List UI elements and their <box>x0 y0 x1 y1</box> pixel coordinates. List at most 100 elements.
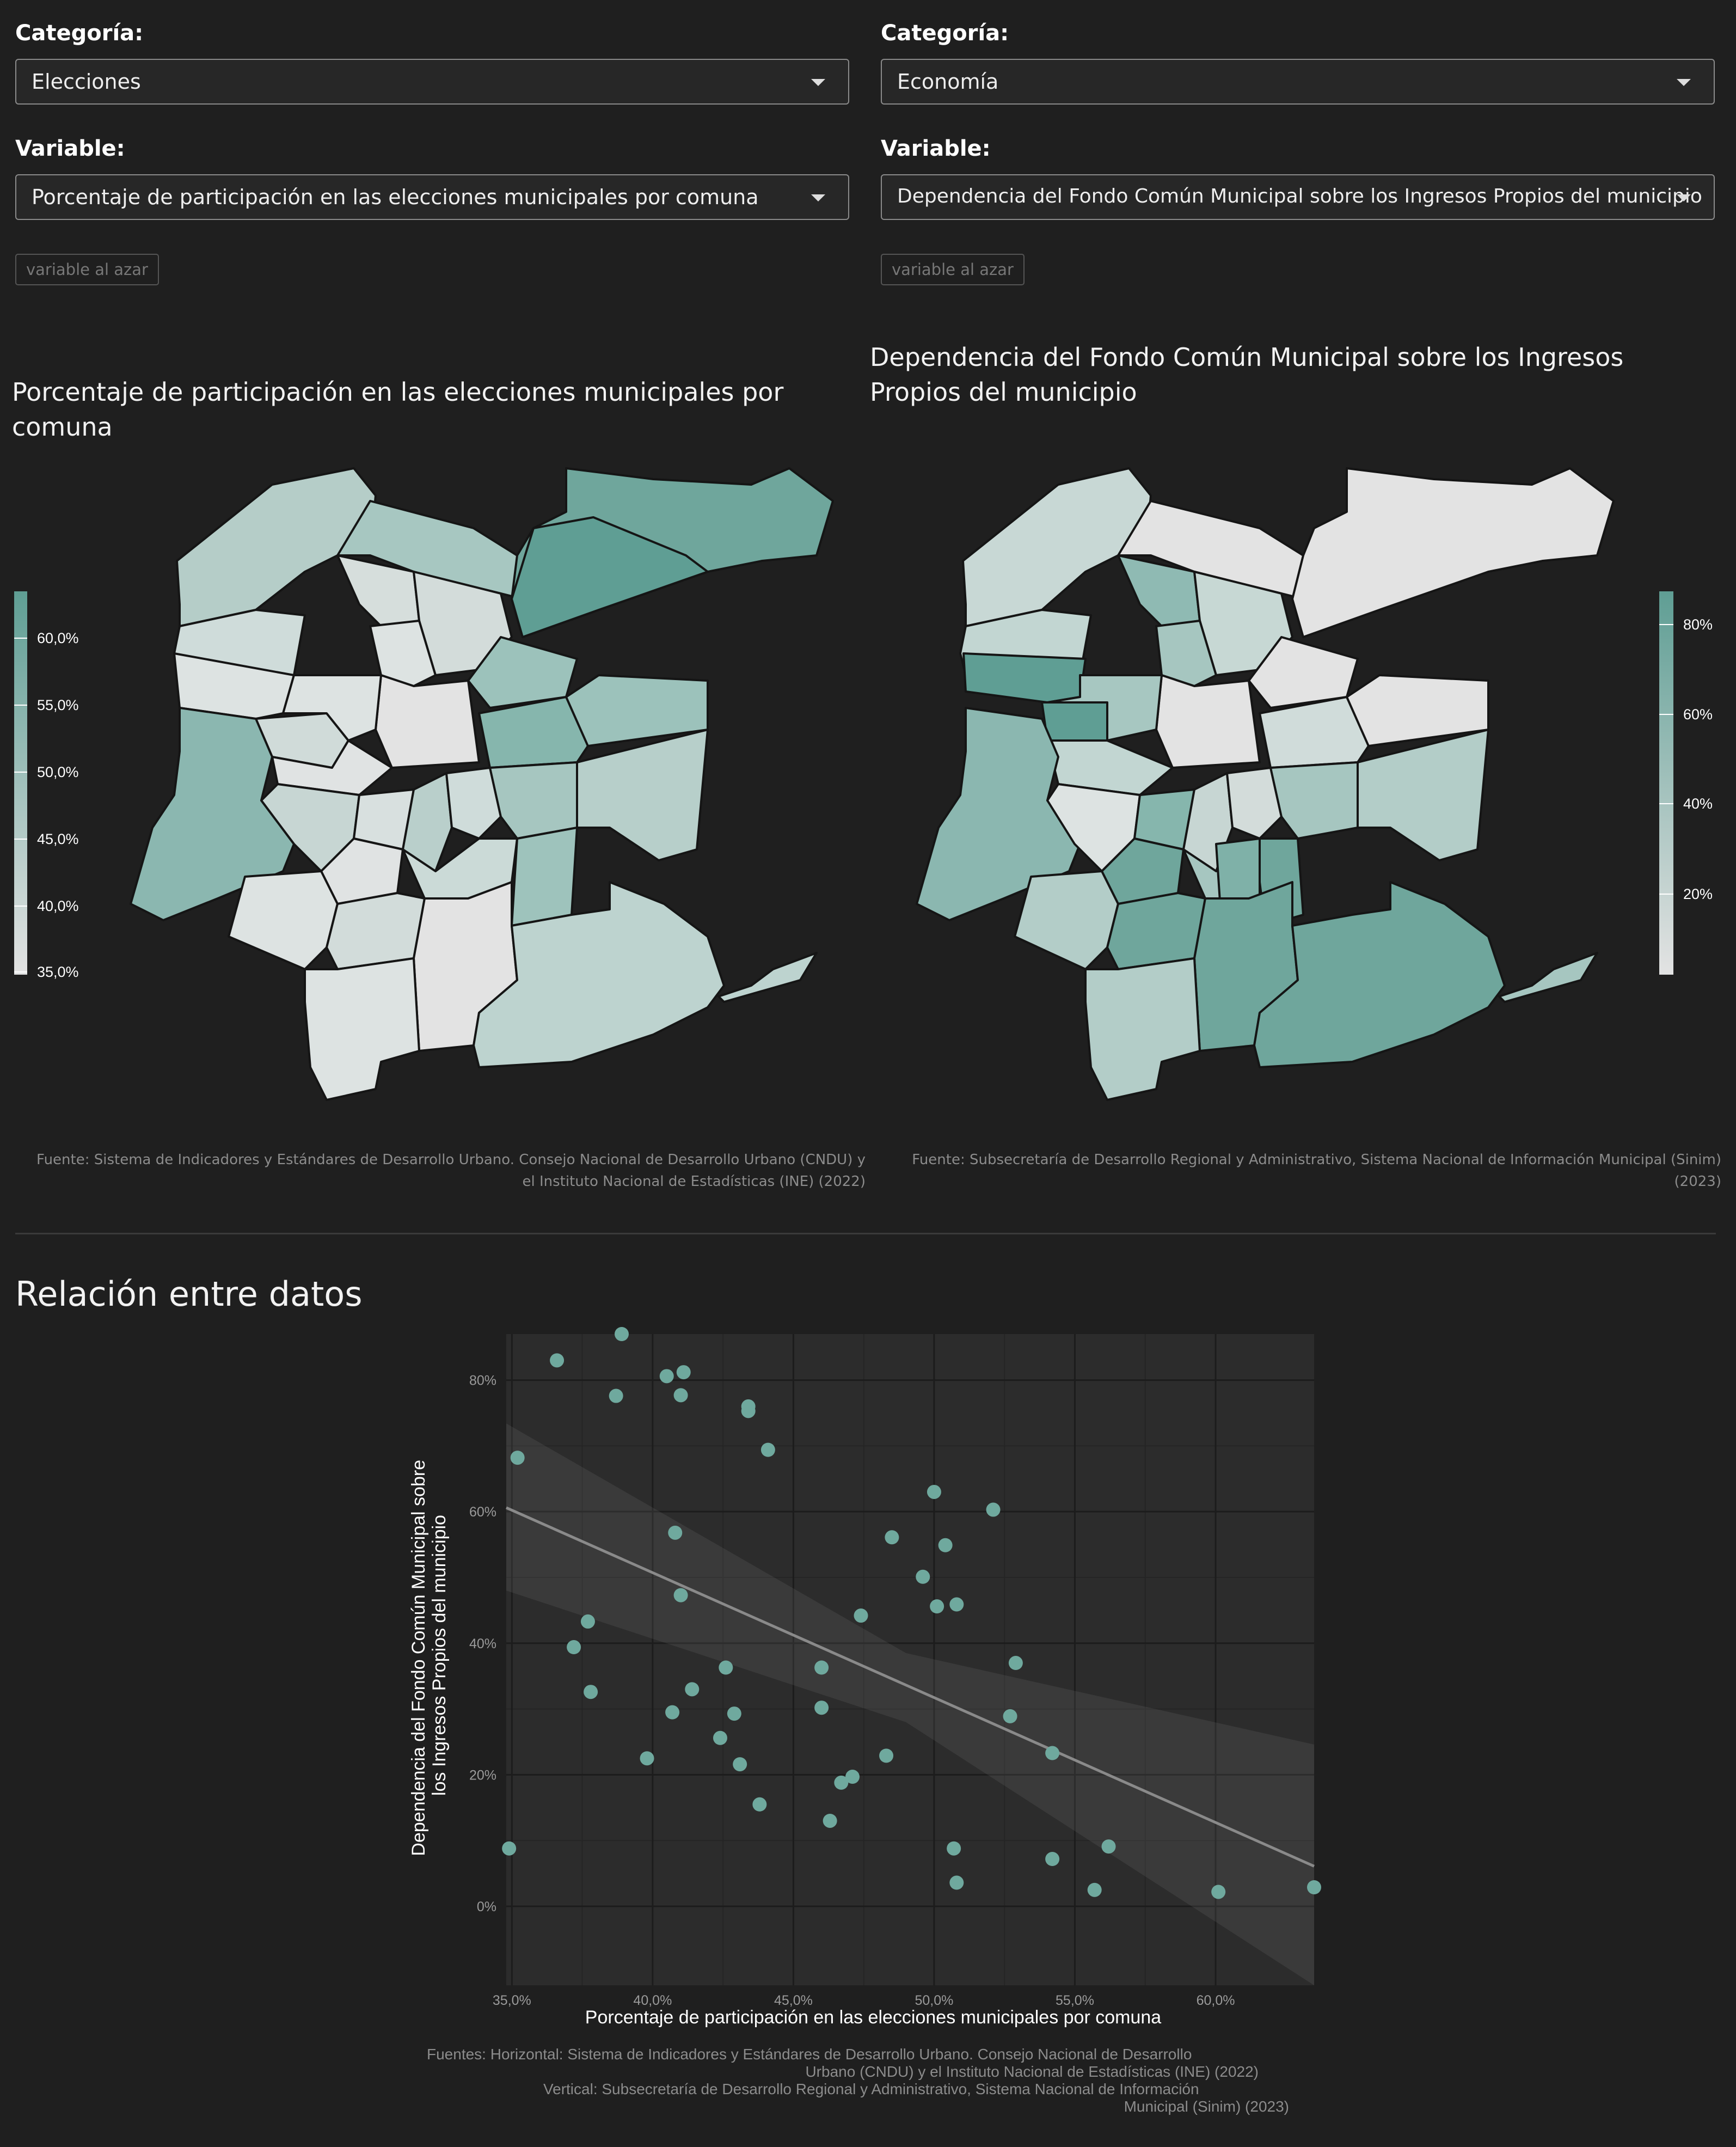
data-point <box>665 1705 680 1720</box>
x-tick-label: 35,0% <box>493 1993 531 2008</box>
legend-tick-label: 35,0% <box>37 964 79 980</box>
data-point <box>1307 1880 1321 1894</box>
legend-tick-label: 50,0% <box>37 764 79 780</box>
data-point <box>986 1502 1001 1517</box>
categoria-select-value: Elecciones <box>32 70 141 94</box>
y-axis-ticks: 0% 20% 40% 60% 80% <box>469 1373 496 1914</box>
data-point <box>854 1608 868 1623</box>
chevron-down-icon <box>1677 194 1691 201</box>
chevron-down-icon <box>811 79 825 86</box>
data-point <box>550 1353 565 1368</box>
variable-select-value: Dependencia del Fondo Común Municipal so… <box>897 185 1702 207</box>
data-point <box>640 1751 654 1766</box>
data-point <box>584 1685 598 1699</box>
data-point <box>760 1442 775 1457</box>
chevron-down-icon <box>811 194 825 201</box>
sources-line: Vertical: Subsecretaría de Desarrollo Re… <box>543 2081 1199 2097</box>
y-tick-label: 40% <box>469 1636 496 1651</box>
data-point <box>947 1841 961 1856</box>
data-point <box>927 1484 941 1499</box>
data-point <box>1101 1839 1116 1854</box>
data-point <box>1045 1746 1060 1760</box>
trend-line <box>505 1506 1315 1868</box>
map-title-left: Porcentaje de participación en las elecc… <box>12 377 784 442</box>
map-title-right: Dependencia del Fondo Común Municipal so… <box>870 342 1624 407</box>
sources-line: Fuentes: Horizontal: Sistema de Indicado… <box>427 2046 1192 2063</box>
data-point <box>609 1388 623 1403</box>
categoria-select-right[interactable]: Economía <box>881 59 1715 105</box>
data-point <box>615 1327 629 1341</box>
data-point <box>510 1451 525 1465</box>
data-point <box>938 1538 953 1552</box>
data-point <box>580 1614 595 1629</box>
data-point <box>1008 1656 1023 1671</box>
variable-label-right: Variable: <box>881 136 991 161</box>
x-tick-label: 40,0% <box>633 1993 672 2008</box>
categoria-select-value: Economía <box>897 70 999 94</box>
data-point <box>1211 1885 1226 1899</box>
data-point <box>916 1569 930 1584</box>
map-legend-right: 80% 60% 40% 20% <box>1659 591 1713 975</box>
data-point <box>1087 1882 1102 1897</box>
x-tick-label: 55,0% <box>1056 1993 1094 2008</box>
scatter-plot: 35,0% 40,0% 45,0% 50,0% 55,0% 60,0% 0% 20% 40% 6… <box>408 1327 1321 2115</box>
data-point <box>673 1588 688 1602</box>
data-point <box>845 1770 860 1784</box>
choropleth-map-left: 60,0% 55,0% 50,0% 45,0% 40,0% 35,0% <box>14 467 834 1101</box>
variable-select-left[interactable]: Porcentaje de participación en las elecc… <box>15 174 849 220</box>
relation-heading: Relación entre datos <box>15 1274 363 1314</box>
grid <box>506 1334 1314 1985</box>
categoria-label-left: Categoría: <box>15 21 144 46</box>
x-tick-label: 60,0% <box>1197 1993 1235 2008</box>
data-point <box>719 1660 733 1675</box>
categoria-select-left[interactable]: Elecciones <box>15 59 849 105</box>
data-point <box>741 1399 756 1414</box>
legend-tick-label: 55,0% <box>37 697 79 713</box>
data-point <box>733 1757 747 1772</box>
y-tick-label: 20% <box>469 1767 496 1783</box>
data-point <box>814 1701 829 1715</box>
data-point <box>668 1525 683 1540</box>
variable-select-value: Porcentaje de participación en las elecc… <box>32 185 759 209</box>
random-variable-button-right[interactable]: variable al azar <box>881 254 1025 285</box>
y-axis-label: Dependencia del Fondo Común Municipal so… <box>408 1454 450 1856</box>
points <box>502 1327 1321 1899</box>
y-tick-label: 0% <box>477 1899 496 1914</box>
legend-tick-label: 40% <box>1683 796 1713 812</box>
data-point <box>727 1706 741 1721</box>
legend-tick-label: 80% <box>1683 616 1713 633</box>
data-point <box>885 1530 899 1545</box>
variable-select-right[interactable]: Dependencia del Fondo Común Municipal so… <box>881 174 1715 220</box>
legend-tick-label: 60% <box>1683 706 1713 723</box>
legend-tick-label: 20% <box>1683 886 1713 902</box>
variable-label-left: Variable: <box>15 136 125 161</box>
x-tick-label: 50,0% <box>915 1993 954 2008</box>
map-source-right: Fuente: Subsecretaría de Desarrollo Regi… <box>912 1152 1721 1190</box>
data-point <box>673 1388 688 1403</box>
random-variable-button-left[interactable]: variable al azar <box>15 254 159 285</box>
map-legend-left: 60,0% 55,0% 50,0% 45,0% 40,0% 35,0% <box>14 591 79 980</box>
data-point <box>685 1682 700 1697</box>
data-point <box>949 1875 964 1890</box>
y-tick-label: 60% <box>469 1504 496 1520</box>
data-point <box>949 1597 964 1612</box>
data-point <box>814 1660 829 1675</box>
x-tick-label: 45,0% <box>774 1993 813 2008</box>
choropleth-map-right: 80% 60% 40% 20% <box>916 467 1713 1101</box>
sources-line: Municipal (Sinim) (2023) <box>1124 2098 1289 2115</box>
y-tick-label: 80% <box>469 1373 496 1388</box>
plot-panel <box>506 1334 1314 1985</box>
data-point <box>930 1599 944 1614</box>
data-point <box>713 1730 727 1745</box>
data-point <box>567 1640 581 1655</box>
data-point <box>1003 1709 1017 1723</box>
x-axis-label: Porcentaje de participación en las elecc… <box>585 2007 1161 2028</box>
data-point <box>1045 1852 1060 1867</box>
data-point <box>834 1775 849 1790</box>
data-point <box>502 1841 517 1856</box>
data-point <box>879 1748 894 1763</box>
data-point <box>752 1797 767 1812</box>
categoria-label-right: Categoría: <box>881 21 1009 46</box>
legend-tick-label: 40,0% <box>37 898 79 914</box>
x-axis-ticks: 35,0% 40,0% 45,0% 50,0% 55,0% 60,0% <box>493 1993 1235 2008</box>
